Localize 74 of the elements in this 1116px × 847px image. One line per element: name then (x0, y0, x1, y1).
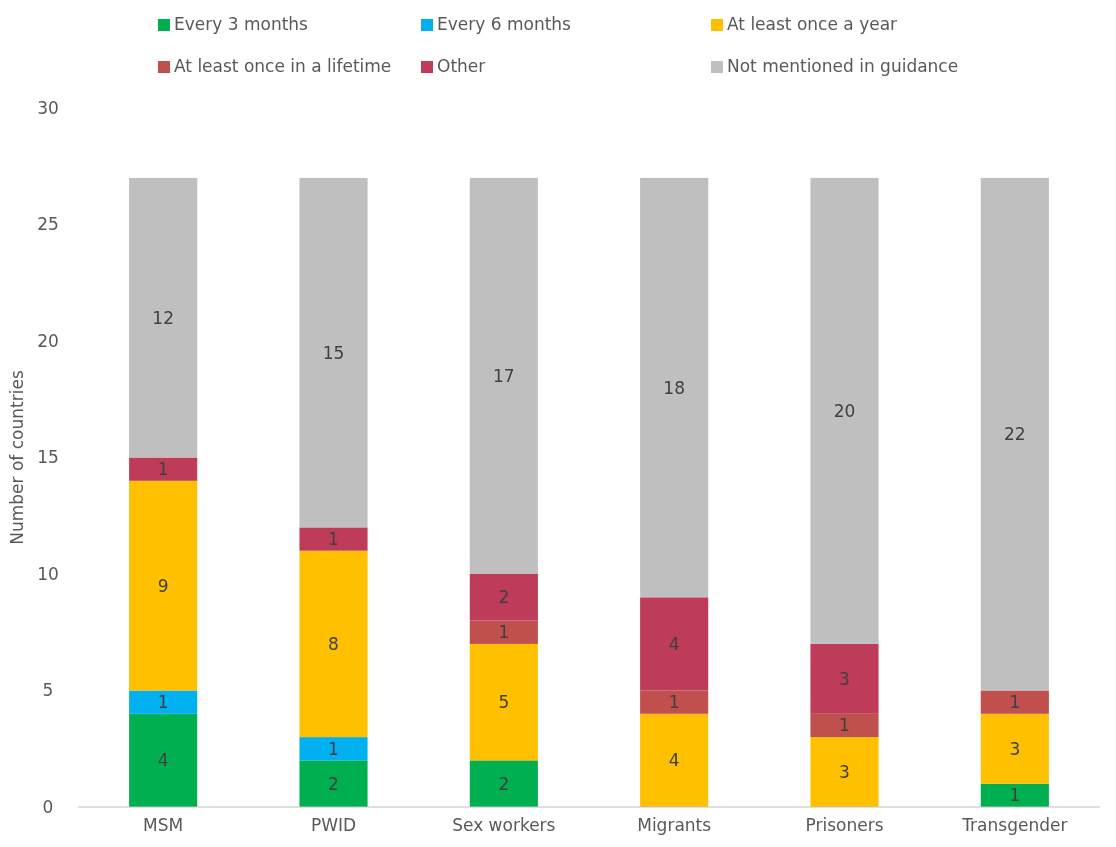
data-label: 1 (839, 715, 850, 736)
bar (980, 713, 1049, 784)
legend-label: At least once in a lifetime (174, 55, 392, 76)
legend-label: Not mentioned in guidance (727, 55, 959, 76)
data-label: 20 (833, 400, 856, 421)
x-tick-label: Migrants (637, 815, 712, 835)
bar (299, 177, 368, 528)
x-tick-label: PWID (310, 815, 357, 835)
bar (640, 597, 709, 691)
y-axis-title: Number of countries (7, 370, 27, 545)
legend-label: Every 6 months (437, 13, 572, 34)
bar (980, 783, 1049, 807)
bar (469, 177, 538, 574)
y-tick-label: 5 (42, 680, 54, 701)
data-label: 1 (157, 692, 169, 713)
bar (469, 574, 538, 621)
bar (810, 177, 879, 644)
data-label: 15 (322, 342, 345, 363)
bar (469, 643, 538, 761)
bar (469, 620, 538, 644)
data-label: 3 (1009, 738, 1021, 759)
data-label: 12 (152, 307, 174, 328)
bar (640, 713, 709, 807)
bar (469, 760, 538, 807)
data-label: 3 (839, 762, 850, 782)
data-label: 5 (498, 692, 510, 713)
bar (640, 177, 709, 598)
y-tick-label: 15 (37, 447, 59, 468)
data-label: 9 (157, 575, 169, 596)
data-label: 8 (328, 633, 339, 654)
legend-label: Other (437, 55, 486, 76)
bar (810, 713, 879, 738)
data-label: 2 (498, 587, 510, 608)
y-tick-label: 30 (37, 97, 59, 118)
legend-label: Every 3 months (174, 13, 309, 34)
bar (299, 737, 368, 761)
x-tick-label: Transgender (961, 815, 1068, 835)
bar (299, 527, 368, 551)
data-label: 1 (1009, 692, 1021, 713)
data-label: 1 (498, 622, 510, 643)
bar (980, 177, 1049, 691)
y-tick-label: 20 (37, 330, 59, 351)
bar (810, 643, 879, 714)
bar (129, 690, 198, 714)
bar (810, 737, 879, 807)
bar (980, 690, 1049, 714)
bar (129, 480, 198, 691)
data-label: 2 (498, 773, 510, 794)
y-tick-label: 10 (37, 563, 59, 584)
x-tick-label: Sex workers (452, 815, 556, 835)
data-label: 17 (493, 365, 515, 386)
data-label: 4 (668, 750, 680, 771)
bar (129, 177, 198, 458)
x-tick-label: MSM (143, 815, 184, 835)
data-label: 2 (328, 773, 339, 794)
bar (129, 457, 198, 481)
x-tick-label: Prisoners (805, 815, 884, 835)
data-label: 1 (328, 738, 339, 759)
bar (640, 690, 709, 714)
data-label: 1 (668, 692, 680, 713)
y-tick-label: 0 (42, 796, 54, 817)
legend-label: At least once a year (727, 13, 898, 34)
data-label: 3 (839, 668, 850, 689)
bar (299, 550, 368, 738)
bar (299, 760, 368, 807)
data-label: 1 (157, 459, 169, 480)
data-label: 1 (1009, 785, 1021, 806)
data-label: 18 (663, 377, 685, 398)
data-label: 4 (157, 750, 169, 771)
data-label: 22 (1004, 424, 1026, 445)
bar (129, 713, 198, 807)
y-tick-label: 25 (37, 214, 59, 235)
data-label: 1 (328, 529, 339, 549)
data-label: 4 (668, 633, 680, 654)
